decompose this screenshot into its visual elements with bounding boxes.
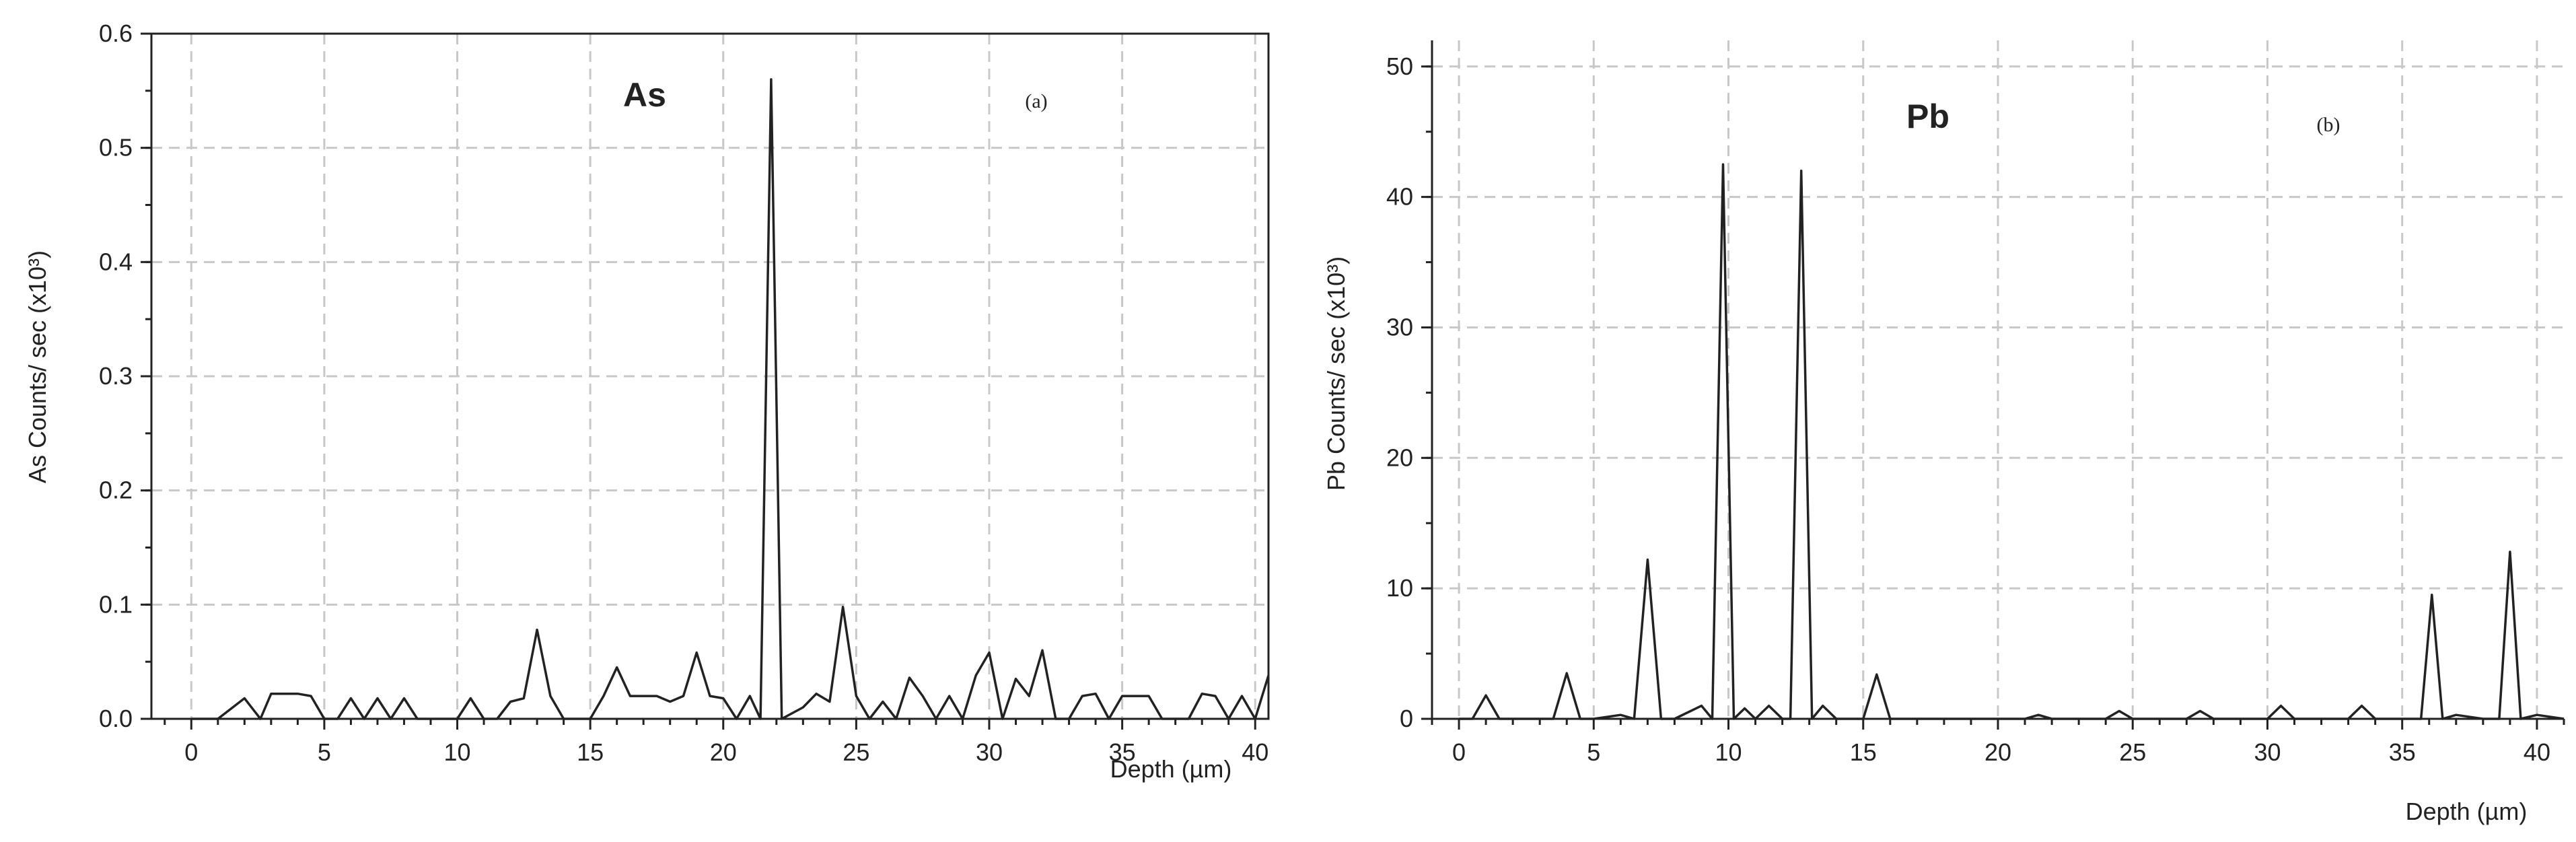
element-title-pb: Pb xyxy=(1906,98,1949,135)
grid-pb xyxy=(1432,40,2564,719)
x-tick-label-as: 15 xyxy=(577,738,604,766)
y-tick-label-as: 0.3 xyxy=(99,362,133,390)
x-tick-label-as: 20 xyxy=(710,738,737,766)
y-tick-label-pb: 40 xyxy=(1386,183,1413,211)
x-tick-label-pb: 0 xyxy=(1452,738,1466,766)
y-axis-title-pb: Pb Counts/ sec (x10³) xyxy=(1322,256,1350,491)
x-tick-label-pb: 20 xyxy=(1984,738,2011,766)
y-tick-label-pb: 30 xyxy=(1386,313,1413,341)
x-axis-title-pb: Depth (µm) xyxy=(2406,798,2528,825)
y-tick-label-as: 0.1 xyxy=(99,590,133,618)
chart-panel-as: 0 5 10 15 20 25 30 35 40 0.0 0.1 0.2 0.3 0.4 0.5 0.6 A… xyxy=(24,20,1270,783)
x-tick-label-pb: 5 xyxy=(1587,738,1600,766)
x-tick-label-as: 35 xyxy=(1109,738,1136,766)
y-tick-label-pb: 10 xyxy=(1386,574,1413,602)
element-title-as: As xyxy=(623,76,666,114)
panel-tag-a: (a) xyxy=(1025,90,1047,112)
y-tick-labels-as: 0.0 0.1 0.2 0.3 0.4 0.5 0.6 xyxy=(99,20,133,732)
y-tick-label-pb: 20 xyxy=(1386,444,1413,471)
y-tick-label-pb: 0 xyxy=(1400,705,1413,732)
plot-frame-as xyxy=(150,32,1270,720)
grid-as xyxy=(151,32,1268,719)
chart-panel-pb: 0 5 10 15 20 25 30 35 40 0 10 20 30 40 50 Pb (b) Dept… xyxy=(1322,40,2565,825)
x-tick-label-as: 5 xyxy=(318,738,331,766)
x-tick-label-pb: 35 xyxy=(2389,738,2416,766)
x-tick-labels-pb: 0 5 10 15 20 25 30 35 40 xyxy=(1452,738,2550,766)
x-tick-label-pb: 40 xyxy=(2524,738,2550,766)
y-axis-title-as: As Counts/ sec (x10³) xyxy=(24,250,51,483)
ticks-as xyxy=(141,32,1256,730)
x-tick-label-as: 30 xyxy=(976,738,1003,766)
series-line-as xyxy=(191,78,1270,720)
y-tick-labels-pb: 0 10 20 30 40 50 xyxy=(1386,52,1413,732)
y-tick-label-as: 0.0 xyxy=(99,705,133,732)
y-tick-label-pb: 50 xyxy=(1386,52,1413,80)
y-tick-label-as: 0.5 xyxy=(99,134,133,162)
x-tick-label-pb: 30 xyxy=(2254,738,2281,766)
panel-tag-b: (b) xyxy=(2317,114,2340,136)
x-tick-labels-as: 0 5 10 15 20 25 30 35 40 xyxy=(184,738,1268,766)
series-line-pb xyxy=(1459,163,2565,720)
ticks-pb xyxy=(1421,65,2565,730)
y-tick-label-as: 0.4 xyxy=(99,248,133,275)
x-tick-label-as: 40 xyxy=(1242,738,1268,766)
y-tick-label-as: 0.6 xyxy=(99,20,133,47)
y-tick-label-as: 0.2 xyxy=(99,477,133,504)
x-tick-label-as: 10 xyxy=(444,738,471,766)
x-tick-label-as: 0 xyxy=(184,738,198,766)
x-tick-label-pb: 25 xyxy=(2119,738,2146,766)
x-tick-label-as: 25 xyxy=(843,738,869,766)
x-axis-title-as: Depth (µm) xyxy=(1110,755,1232,783)
x-tick-label-pb: 10 xyxy=(1715,738,1742,766)
x-tick-label-pb: 15 xyxy=(1850,738,1877,766)
